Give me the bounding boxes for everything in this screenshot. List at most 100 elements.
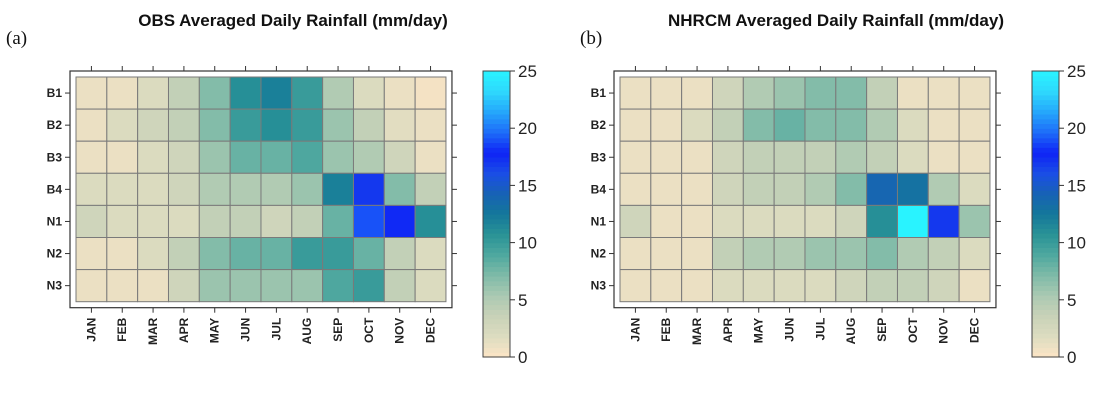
heatmap-cell xyxy=(681,237,713,271)
heatmap-cell xyxy=(414,237,447,271)
heatmap-cell xyxy=(742,140,775,174)
heatmap-cell xyxy=(167,269,200,303)
heatmap-cell xyxy=(198,140,231,174)
colorbar-frame xyxy=(1031,70,1060,358)
heatmap-cell xyxy=(106,204,139,238)
heatmap-cell xyxy=(167,172,200,206)
heatmap-cell xyxy=(835,269,868,303)
heatmap-cell xyxy=(260,204,293,238)
heatmap-cell xyxy=(866,204,898,238)
colorbar-band xyxy=(1032,271,1059,277)
row-label: B1 xyxy=(47,86,63,100)
colorbar-band xyxy=(483,94,510,101)
colorbar-band xyxy=(483,137,510,144)
heatmap-cell xyxy=(75,140,108,174)
column-label: JAN xyxy=(84,318,98,342)
column-label: JAN xyxy=(628,318,642,342)
heatmap-cell xyxy=(383,237,416,271)
column-label: JUN xyxy=(239,318,253,342)
heatmap-cell xyxy=(352,108,385,142)
column-label: FEB xyxy=(115,317,129,341)
heatmap-cell xyxy=(291,108,324,142)
colorbar-band xyxy=(1032,190,1059,196)
row-label: N3 xyxy=(591,279,607,293)
heatmap-cell xyxy=(896,76,929,110)
heatmap-cell xyxy=(137,76,169,110)
heatmap-cell xyxy=(414,204,447,238)
heatmap-cell xyxy=(75,172,108,206)
colorbar-band xyxy=(483,290,510,296)
colorbar-band xyxy=(1032,128,1059,134)
colorbar-band xyxy=(1032,256,1059,263)
colorbar-band xyxy=(483,80,510,86)
heatmap-cell xyxy=(167,140,200,174)
heatmap-cell xyxy=(322,204,354,238)
heatmap-cell xyxy=(681,172,713,206)
chart-title: NHRCM Averaged Daily Rainfall (mm/day) xyxy=(668,11,1004,30)
colorbar-band xyxy=(483,113,510,120)
colorbar-band xyxy=(483,152,510,158)
heatmap-cell xyxy=(711,172,744,206)
heatmap-cell xyxy=(742,237,775,271)
heatmap-cell xyxy=(198,108,231,142)
colorbar-band xyxy=(483,156,510,163)
heatmap-cell xyxy=(260,237,293,271)
colorbar-band xyxy=(1032,266,1059,272)
heatmap-cell xyxy=(383,269,416,303)
colorbar-band xyxy=(483,314,510,320)
colorbar-band xyxy=(1032,104,1059,110)
colorbar-band xyxy=(1032,161,1059,167)
colorbar-band xyxy=(1032,275,1059,282)
column-label: JUL xyxy=(813,318,827,341)
row-label: B3 xyxy=(47,150,63,164)
heatmap-cell xyxy=(896,237,929,271)
heatmap-cell xyxy=(896,140,929,174)
heatmap-cell xyxy=(198,204,231,238)
colorbar-band xyxy=(483,132,510,139)
heatmap-cell xyxy=(106,269,139,303)
colorbar-band xyxy=(1032,280,1059,287)
column-label: MAR xyxy=(690,317,704,345)
heatmap-cell xyxy=(742,172,775,206)
heatmap-cell xyxy=(958,76,991,110)
colorbar-band xyxy=(1032,323,1059,329)
heatmap-cell xyxy=(291,172,324,206)
colorbar-band xyxy=(483,190,510,196)
heatmap-cell xyxy=(291,140,324,174)
colorbar-band xyxy=(483,285,510,291)
colorbar-band xyxy=(483,271,510,277)
colorbar-band xyxy=(483,347,510,353)
heatmap-cell xyxy=(804,269,837,303)
colorbar-tick-label: 0 xyxy=(1067,348,1076,367)
heatmap-cell xyxy=(711,76,744,110)
heatmap-cell xyxy=(414,140,447,174)
colorbar-band xyxy=(483,242,510,248)
column-label: AUG xyxy=(300,318,314,345)
heatmap-cell xyxy=(198,76,231,110)
colorbar-band xyxy=(483,180,510,186)
heatmap-cell xyxy=(773,269,806,303)
colorbar-band xyxy=(483,223,510,229)
heatmap-cell xyxy=(75,204,108,238)
colorbar-band xyxy=(483,75,510,82)
colorbar-band xyxy=(483,185,510,191)
colorbar-tick-label: 0 xyxy=(518,348,527,367)
heatmap-cell xyxy=(896,172,929,206)
heatmap-cell xyxy=(927,237,960,271)
heatmap-cell xyxy=(742,108,775,142)
colorbar-band xyxy=(1032,295,1059,301)
column-label: APR xyxy=(721,317,735,343)
heatmap-cell xyxy=(383,108,416,142)
colorbar-band xyxy=(483,142,510,148)
colorbar-band xyxy=(1032,142,1059,148)
heatmap-cell xyxy=(650,108,683,142)
heatmap-cell xyxy=(167,204,200,238)
heatmap-cell xyxy=(198,269,231,303)
heatmap-cell xyxy=(383,204,416,238)
heatmap-cell xyxy=(137,108,169,142)
colorbar-band xyxy=(1032,118,1059,125)
colorbar-band xyxy=(483,109,510,115)
heatmap-cell xyxy=(711,237,744,271)
heatmap-cell xyxy=(896,269,929,303)
heatmap-cell xyxy=(167,237,200,271)
